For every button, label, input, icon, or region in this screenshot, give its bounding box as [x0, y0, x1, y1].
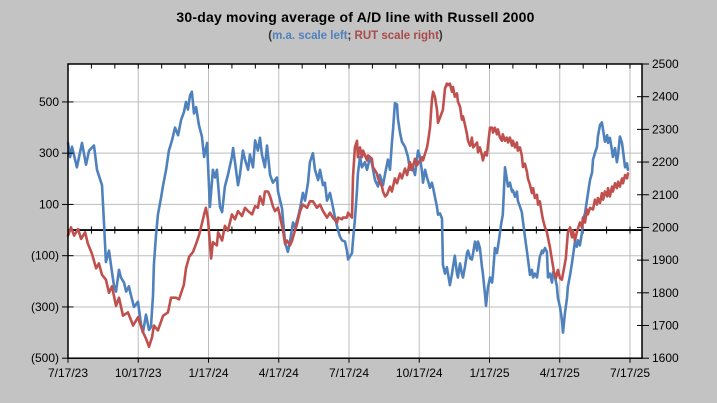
svg-text:1/17/25: 1/17/25 [469, 366, 509, 380]
svg-text:1800: 1800 [652, 286, 679, 300]
svg-text:2200: 2200 [652, 155, 679, 169]
subtitle-ma-scale-label: m.a. scale left [272, 30, 348, 42]
chart-title: 30-day moving average of A/D line with R… [176, 9, 535, 25]
svg-text:4/17/24: 4/17/24 [259, 366, 299, 380]
svg-text:2100: 2100 [652, 188, 679, 202]
svg-text:1700: 1700 [652, 319, 679, 333]
subtitle-rut-scale-label: RUT scale right [354, 30, 439, 42]
svg-text:7/17/25: 7/17/25 [610, 366, 650, 380]
svg-text:2500: 2500 [652, 57, 679, 71]
svg-text:1600: 1600 [652, 351, 679, 365]
svg-text:100: 100 [39, 197, 59, 211]
svg-text:500: 500 [39, 95, 59, 109]
svg-text:(500): (500) [31, 351, 59, 365]
svg-text:2000: 2000 [652, 220, 679, 234]
svg-text:1900: 1900 [652, 253, 679, 267]
subtitle-separator: ; [347, 30, 355, 42]
svg-text:(300): (300) [31, 300, 59, 314]
svg-text:300: 300 [39, 146, 59, 160]
svg-text:7/17/23: 7/17/23 [48, 366, 88, 380]
subtitle-paren-close: ) [438, 30, 443, 42]
svg-text:1/17/24: 1/17/24 [188, 366, 228, 380]
svg-text:2300: 2300 [652, 122, 679, 136]
svg-text:10/17/23: 10/17/23 [115, 366, 162, 380]
subtitle-paren-open: ( [268, 30, 273, 42]
svg-text:2400: 2400 [652, 90, 679, 104]
svg-text:4/17/25: 4/17/25 [540, 366, 580, 380]
svg-text:7/17/24: 7/17/24 [329, 366, 369, 380]
svg-text:10/17/24: 10/17/24 [396, 366, 443, 380]
svg-text:(100): (100) [31, 249, 59, 263]
chart-subtitle: (m.a. scale left; RUT scale right) [0, 30, 711, 42]
